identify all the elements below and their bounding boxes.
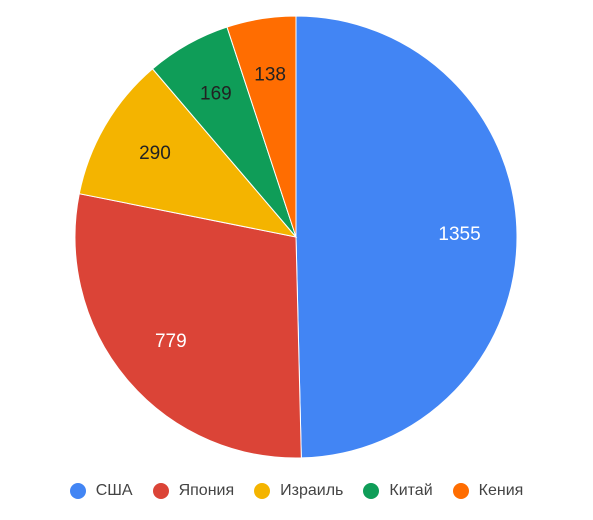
legend-item-2: Израиль [254,482,343,500]
slice-value-label-0: 1355 [438,224,480,245]
legend-swatch-icon [69,483,86,499]
legend-item-4: Кения [452,482,524,500]
legend-label: Израиль [280,482,344,499]
chart-legend: США Япония Израиль Китай Кения [0,478,593,504]
legend-label: Кения [478,482,524,499]
legend-swatch-icon [452,483,469,499]
legend-item-1: Япония [152,482,235,500]
slice-value-label-4: 138 [254,65,286,86]
pie-slice-1 [74,193,302,459]
legend-item-3: Китай [363,482,433,500]
pie-data-labels: 1355 779 290 169 138 [139,65,481,353]
legend-swatch-icon [254,483,271,499]
slice-value-label-3: 169 [200,83,232,104]
pie-slice-4 [226,15,297,238]
slice-value-label-2: 290 [139,143,171,164]
pie-slice-2 [78,68,298,238]
legend-label: Китай [389,482,433,499]
legend-swatch-icon [363,483,380,499]
legend-label: США [95,482,133,499]
pie-slice-0 [295,15,518,459]
legend-item-0: США [69,482,133,500]
legend-swatch-icon [152,483,169,499]
pie-slices [74,15,518,459]
slice-value-label-1: 779 [155,331,187,352]
legend-label: Япония [178,482,235,499]
